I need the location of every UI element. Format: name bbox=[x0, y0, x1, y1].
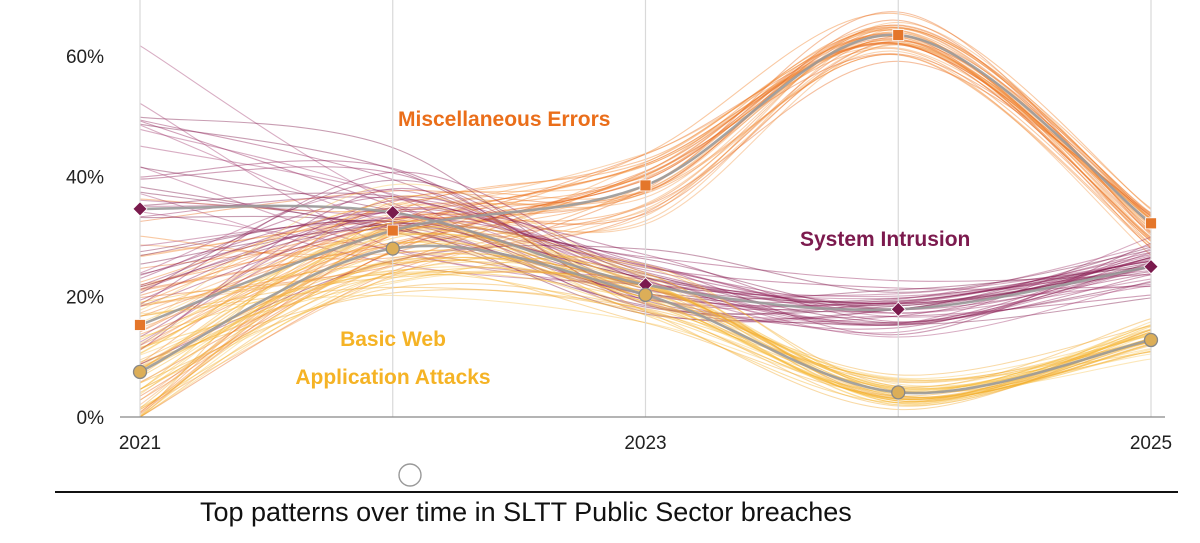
y-tick-label: 60% bbox=[66, 47, 104, 68]
series-label: Application Attacks bbox=[295, 366, 490, 389]
uncertainty-line bbox=[139, 42, 1152, 225]
series-label: Basic Web bbox=[340, 328, 446, 351]
uncertainty-line bbox=[139, 21, 1152, 329]
data-point bbox=[1145, 217, 1157, 230]
x-tick-label: 2021 bbox=[119, 433, 161, 454]
uncertainty-line bbox=[139, 33, 1152, 350]
uncertainty-line bbox=[139, 27, 1152, 258]
data-point bbox=[386, 224, 399, 237]
uncertainty-line bbox=[139, 35, 1152, 304]
uncertainty-line bbox=[139, 53, 1152, 283]
data-point bbox=[385, 204, 401, 221]
uncertainty-line bbox=[139, 43, 1152, 350]
uncertainty-line bbox=[139, 32, 1152, 314]
uncertainty-line bbox=[139, 47, 1152, 292]
series-label: System Intrusion bbox=[800, 228, 970, 251]
series-labels: Miscellaneous Errors System Intrusion Basi… bbox=[295, 108, 970, 389]
uncertainty-line bbox=[139, 41, 1152, 346]
series-line bbox=[139, 33, 1152, 327]
uncertainty-line bbox=[139, 35, 1152, 418]
uncertainty-line bbox=[139, 44, 1152, 401]
uncertainty-line bbox=[139, 38, 1152, 335]
uncertainty-line bbox=[139, 41, 1152, 383]
x-tick-label: 2025 bbox=[1130, 433, 1172, 454]
uncertainty-line bbox=[139, 28, 1152, 371]
uncertainty-line bbox=[139, 43, 1152, 269]
uncertainty-line bbox=[139, 195, 1152, 417]
uncertainty-line bbox=[139, 199, 1152, 346]
data-point bbox=[1143, 259, 1159, 275]
uncertainty-line bbox=[139, 19, 1152, 233]
data-point bbox=[1143, 332, 1159, 348]
data-point bbox=[132, 364, 148, 380]
chart-title: Top patterns over time in SLTT Public Se… bbox=[200, 497, 852, 527]
uncertainty-line bbox=[139, 33, 1152, 365]
data-point bbox=[638, 287, 653, 303]
series-markers bbox=[132, 29, 1159, 400]
series-label: Miscellaneous Errors bbox=[398, 108, 610, 131]
uncertainty-line bbox=[139, 25, 1152, 308]
uncertainty-line bbox=[139, 208, 1152, 338]
x-tick-label: 2023 bbox=[624, 433, 666, 454]
data-point bbox=[891, 385, 906, 400]
y-tick-label: 20% bbox=[66, 288, 104, 309]
uncertainty-line bbox=[139, 42, 1152, 256]
uncertainty-line bbox=[139, 27, 1152, 418]
data-point bbox=[134, 319, 146, 331]
data-point bbox=[132, 201, 148, 217]
uncertainty-line bbox=[139, 27, 1152, 288]
slider-handle[interactable] bbox=[398, 463, 422, 487]
uncertainty-line bbox=[139, 31, 1152, 332]
uncertainty-line bbox=[139, 50, 1152, 410]
uncertainty-line bbox=[139, 37, 1152, 318]
data-point bbox=[385, 241, 400, 256]
uncertainty-line bbox=[139, 187, 1152, 351]
uncertainty-line bbox=[139, 35, 1152, 307]
data-point bbox=[639, 179, 652, 192]
data-point bbox=[890, 301, 906, 317]
y-tick-label: 0% bbox=[77, 408, 105, 429]
axes: 0% 20% 40% 60% 2021 2023 2025 bbox=[66, 47, 1172, 454]
y-tick-label: 40% bbox=[66, 167, 104, 188]
data-point bbox=[892, 29, 905, 41]
uncertainty-line bbox=[139, 24, 1152, 297]
